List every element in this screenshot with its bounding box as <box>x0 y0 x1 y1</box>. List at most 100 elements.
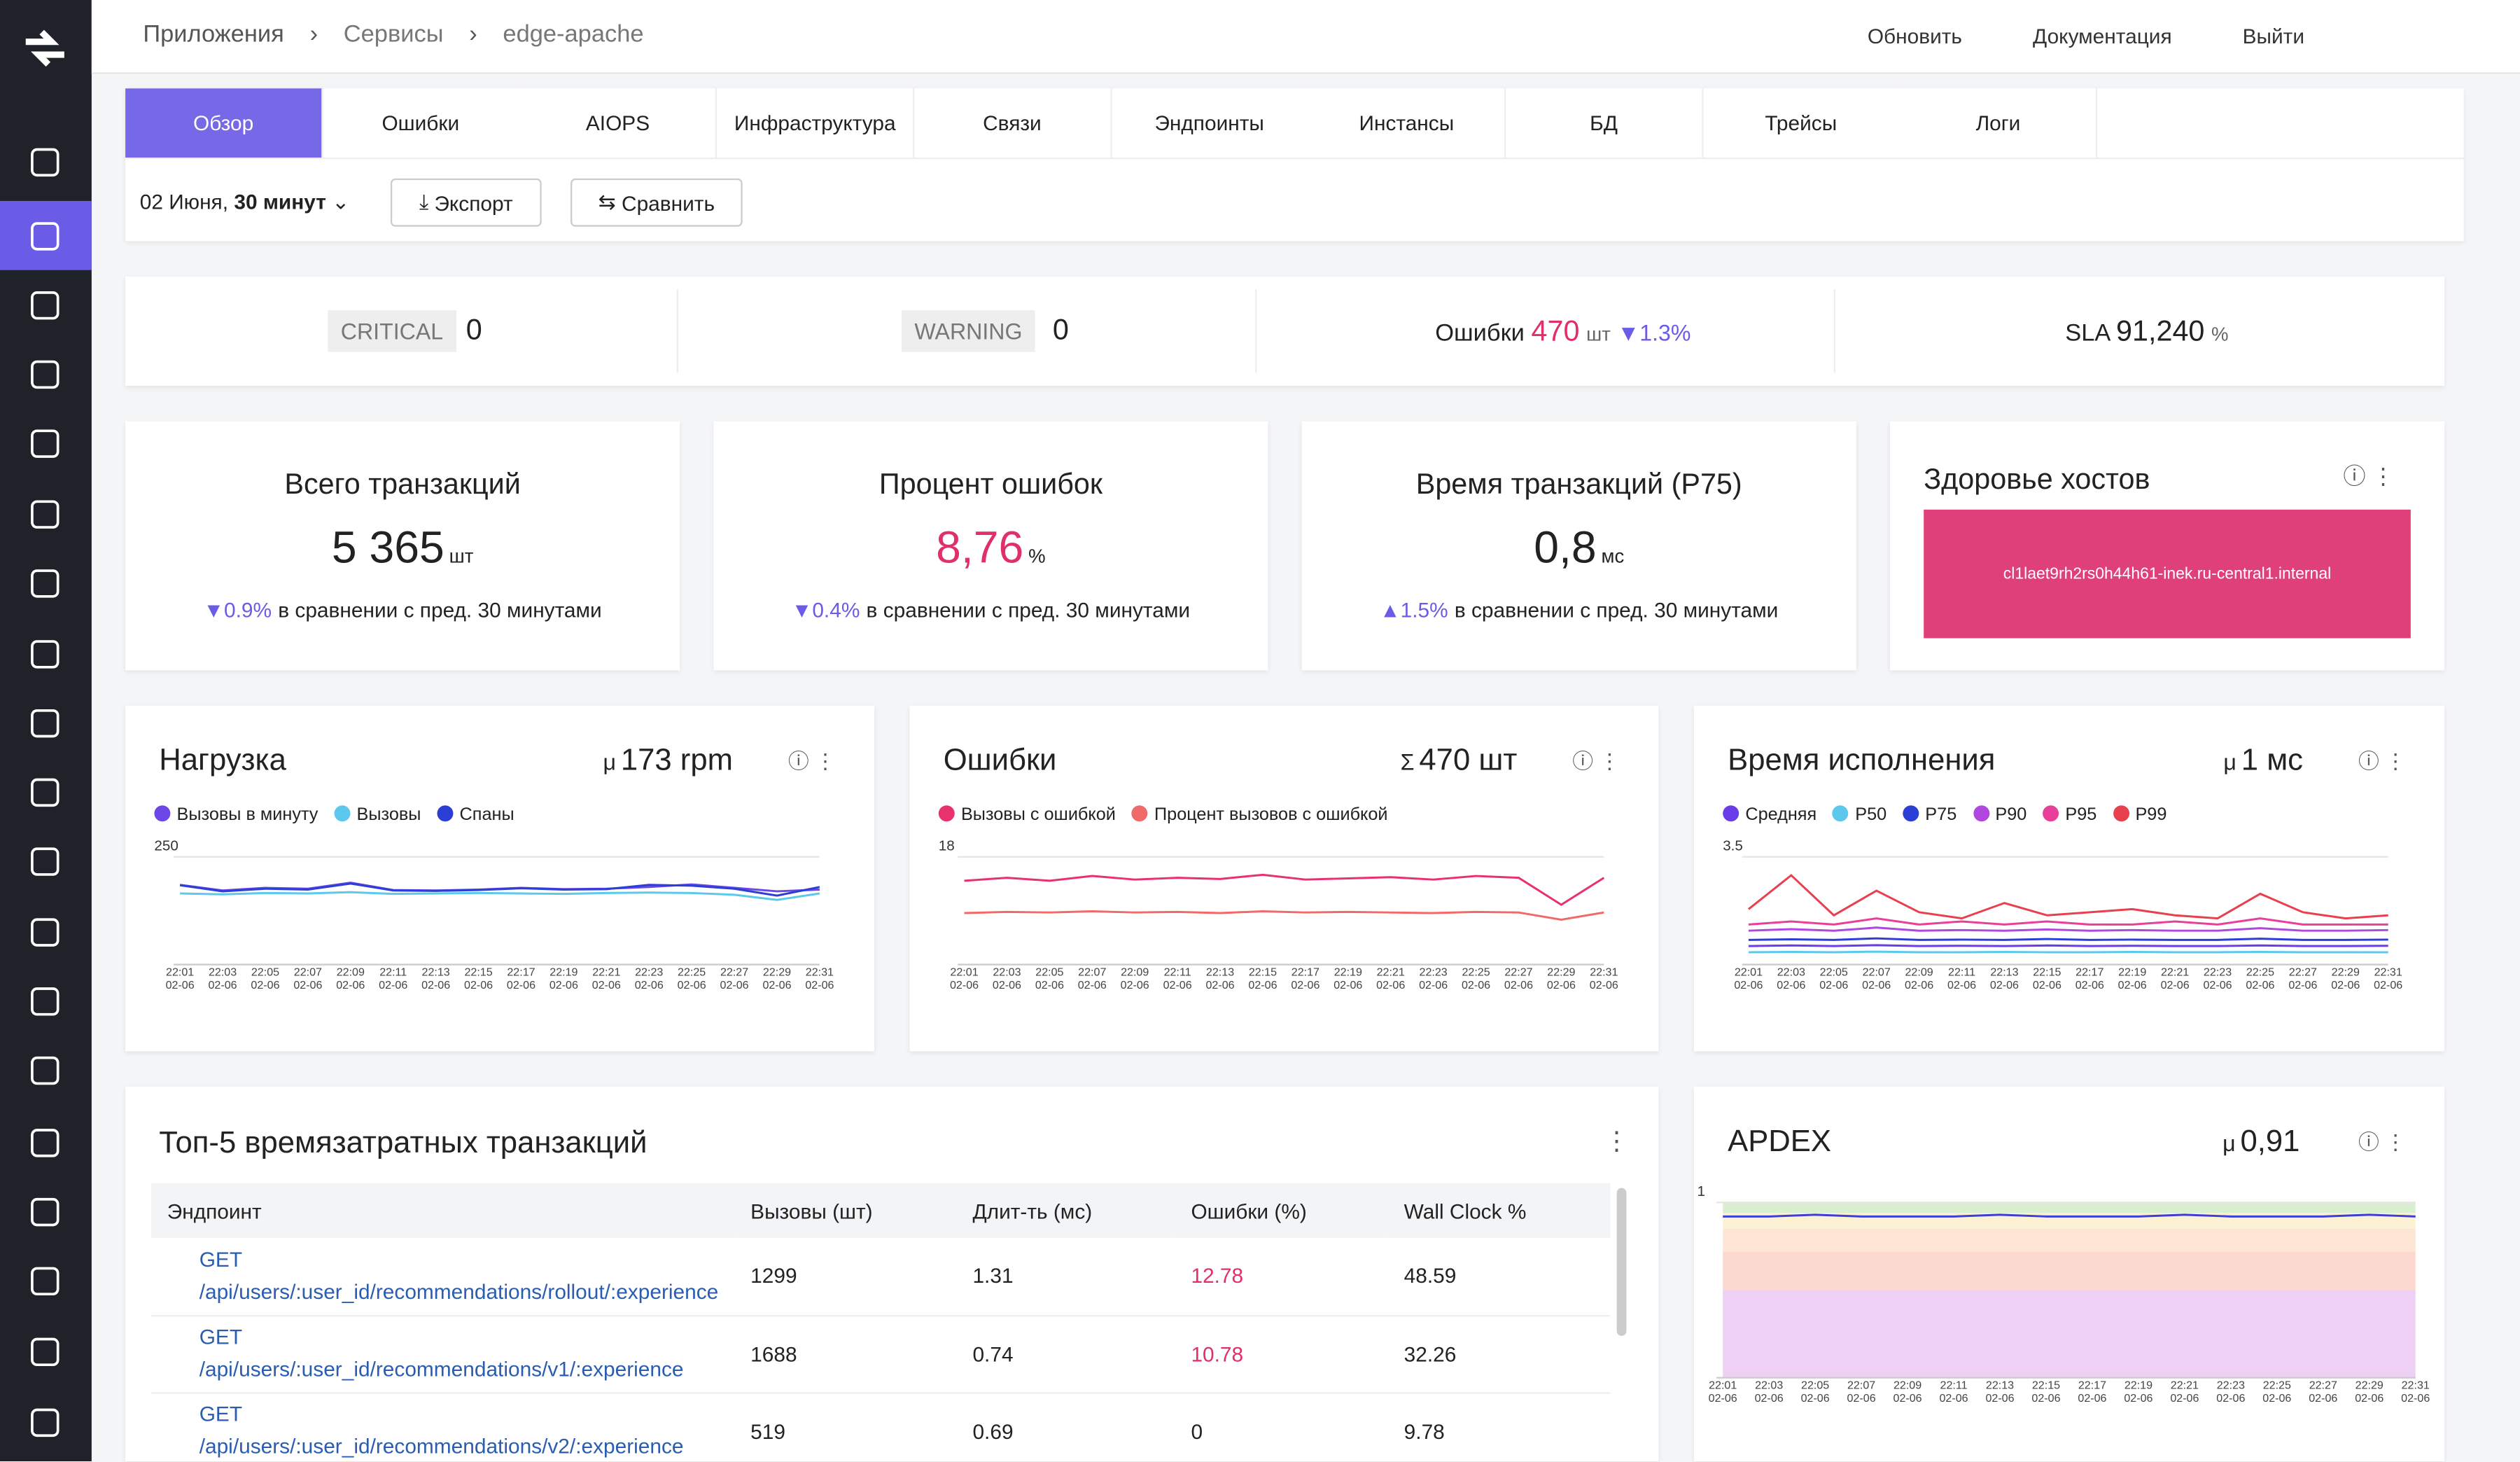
x-tick-label: 22:13 02-06 <box>1990 966 2019 991</box>
legend-dot <box>1833 805 1849 822</box>
plot: 1 22:01 02-06 22:03 02-06 22:05 02-06 22:07 02-0… <box>1697 1183 2430 1405</box>
label: SLA <box>2065 319 2110 347</box>
nav-icon[interactable] <box>31 1408 59 1437</box>
nav-icon[interactable] <box>31 148 59 177</box>
hosts-card: Здоровье хостов ⓘ ⋮ cl1laet9rh2rs0h44h61… <box>1889 421 2445 671</box>
legend-item[interactable]: Вызовы в минуту <box>154 805 318 825</box>
nav-icon[interactable] <box>31 1197 59 1227</box>
tab[interactable]: Эндпоинты <box>1111 88 1310 158</box>
action[interactable]: Обновить <box>1867 24 1963 48</box>
kpi-delta: ▼0.9% в сравнении с пред. 30 минутами <box>125 598 680 622</box>
tab[interactable]: Ошибки <box>322 88 521 158</box>
chart-stat: Σ 470 шт <box>1401 744 1518 780</box>
legend-dot <box>1903 805 1919 822</box>
chart-title: Время исполнения <box>1728 744 1996 779</box>
x-tick-label: 22:23 02-06 <box>635 966 664 991</box>
nav-icon[interactable] <box>31 1056 59 1085</box>
delta-value: 1.3% <box>1639 319 1691 346</box>
legend-item[interactable]: Спаны <box>437 805 514 825</box>
legend-dot <box>1131 805 1148 822</box>
nav-icon[interactable] <box>31 987 59 1016</box>
legend-item[interactable]: Вызовы <box>334 805 421 825</box>
compare-button[interactable]: ⇆ Сравнить <box>570 178 743 227</box>
x-tick-label: 22:27 02-06 <box>2288 966 2317 991</box>
nav-icon[interactable] <box>31 778 59 807</box>
x-tick-label: 22:19 02-06 <box>2118 966 2147 991</box>
column-header[interactable]: Ошибки (%) <box>1191 1198 1307 1223</box>
x-tick-label: 22:11 02-06 <box>1163 966 1192 991</box>
action[interactable]: Выйти <box>2242 24 2305 48</box>
nav-icon[interactable] <box>31 291 59 320</box>
legend-item[interactable]: P99 <box>2113 805 2166 825</box>
x-tick-label: 22:21 02-06 <box>2161 966 2190 991</box>
nav-icon[interactable] <box>31 709 59 738</box>
legend-dot <box>437 805 454 822</box>
x-tick-label: 22:03 02-06 <box>993 966 1021 991</box>
nav-icon[interactable] <box>31 1129 59 1157</box>
logo <box>25 29 64 67</box>
stat-value: 173 rpm <box>620 744 733 779</box>
tab[interactable]: Инстансы <box>1308 88 1506 158</box>
crumb[interactable]: Приложения <box>143 20 284 48</box>
legend-item[interactable]: Процент вызовов с ошибкой <box>1131 805 1388 825</box>
endpoint[interactable]: GET /api/users/:user_id/recommendations/… <box>199 1402 684 1458</box>
legend-item[interactable]: P95 <box>2043 805 2096 825</box>
kpi-value: 5 365 шт <box>125 522 680 573</box>
nav-icon[interactable] <box>31 1337 59 1367</box>
nav-icon[interactable] <box>31 918 59 947</box>
row: GET /api/users/:user_id/recommendations/… <box>150 1315 1611 1393</box>
nav-icon[interactable] <box>31 1267 59 1296</box>
x-tick-label: 22:31 02-06 <box>2374 966 2402 991</box>
tab[interactable]: БД <box>1506 88 1704 158</box>
row: GET /api/users/:user_id/recommendations/… <box>151 1392 1611 1461</box>
x-tick-label: 22:11 02-06 <box>1940 1379 1968 1405</box>
tab[interactable]: Логи <box>1900 88 2098 158</box>
nav-icon[interactable] <box>31 500 59 529</box>
x-tick-label: 22:07 02-06 <box>1862 966 1891 991</box>
host-tile[interactable]: cl1laet9rh2rs0h44h61-inek.ru-central1.in… <box>1924 509 2411 639</box>
endpoint[interactable]: GET /api/users/:user_id/recommendations/… <box>199 1247 719 1304</box>
nav-icon[interactable] <box>31 429 59 458</box>
tab[interactable]: Трейсы <box>1702 88 1901 158</box>
chart-menu[interactable]: ⓘ ⋮ <box>1572 749 1620 774</box>
legend-item[interactable]: Вызовы с ошибкой <box>938 805 1116 825</box>
legend-item[interactable]: Средняя <box>1723 805 1816 825</box>
legend-item[interactable]: P90 <box>1973 805 2026 825</box>
column-header[interactable]: Wall Clock % <box>1404 1198 1527 1223</box>
legend-item[interactable]: P50 <box>1833 805 1886 825</box>
endpoint[interactable]: GET /api/users/:user_id/recommendations/… <box>199 1324 684 1381</box>
nav-icon[interactable] <box>31 222 59 251</box>
cell: 48.59 <box>1404 1264 1457 1288</box>
x-tick-label: 22:29 02-06 <box>2331 966 2360 991</box>
nav-icon[interactable] <box>31 360 59 389</box>
action[interactable]: Документация <box>2033 24 2172 48</box>
line <box>1748 926 2388 932</box>
legend-item[interactable]: P75 <box>1903 805 1956 825</box>
chart-title: APDEX <box>1728 1125 1831 1160</box>
nav-icons[interactable] <box>0 0 92 1461</box>
chart-menu[interactable]: ⓘ ⋮ <box>2358 749 2406 774</box>
column-header[interactable]: Вызовы (шт) <box>750 1198 873 1223</box>
x-tick-label: 22:19 02-06 <box>1334 966 1362 991</box>
host-name: cl1laet9rh2rs0h44h61-inek.ru-central1.in… <box>2003 565 2332 583</box>
nav-icon[interactable] <box>31 569 59 598</box>
nav-icon[interactable] <box>31 640 59 669</box>
export-button[interactable]: ⤓ Экспорт <box>390 178 542 227</box>
tab[interactable]: Инфраструктура <box>717 88 915 158</box>
nav-icon[interactable] <box>31 847 59 876</box>
column-header[interactable]: Эндпоинт <box>167 1198 262 1223</box>
x-tick-label: 22:17 02-06 <box>507 966 536 991</box>
date-picker[interactable]: 02 Июня, 30 минут ⌄ <box>139 189 350 214</box>
tab[interactable]: Связи <box>913 88 1112 158</box>
legend-label: Процент вызовов с ошибкой <box>1154 805 1388 825</box>
chart-menu[interactable]: ⓘ ⋮ <box>788 749 836 774</box>
chart-menu[interactable]: ⓘ ⋮ <box>2358 1130 2406 1155</box>
line <box>964 910 1604 921</box>
crumb[interactable]: Сервисы <box>343 20 444 48</box>
legend-dot <box>938 805 955 822</box>
critical-badge: CRITICAL <box>328 310 456 352</box>
tab[interactable]: Обзор <box>125 88 323 158</box>
status-card: CRITICAL 0 WARNING 0 Ошибки 470 шт ▼1.3%… <box>125 276 2445 387</box>
column-header[interactable]: Длит-ть (мс) <box>972 1198 1093 1223</box>
tab[interactable]: AIOPS <box>519 88 718 158</box>
